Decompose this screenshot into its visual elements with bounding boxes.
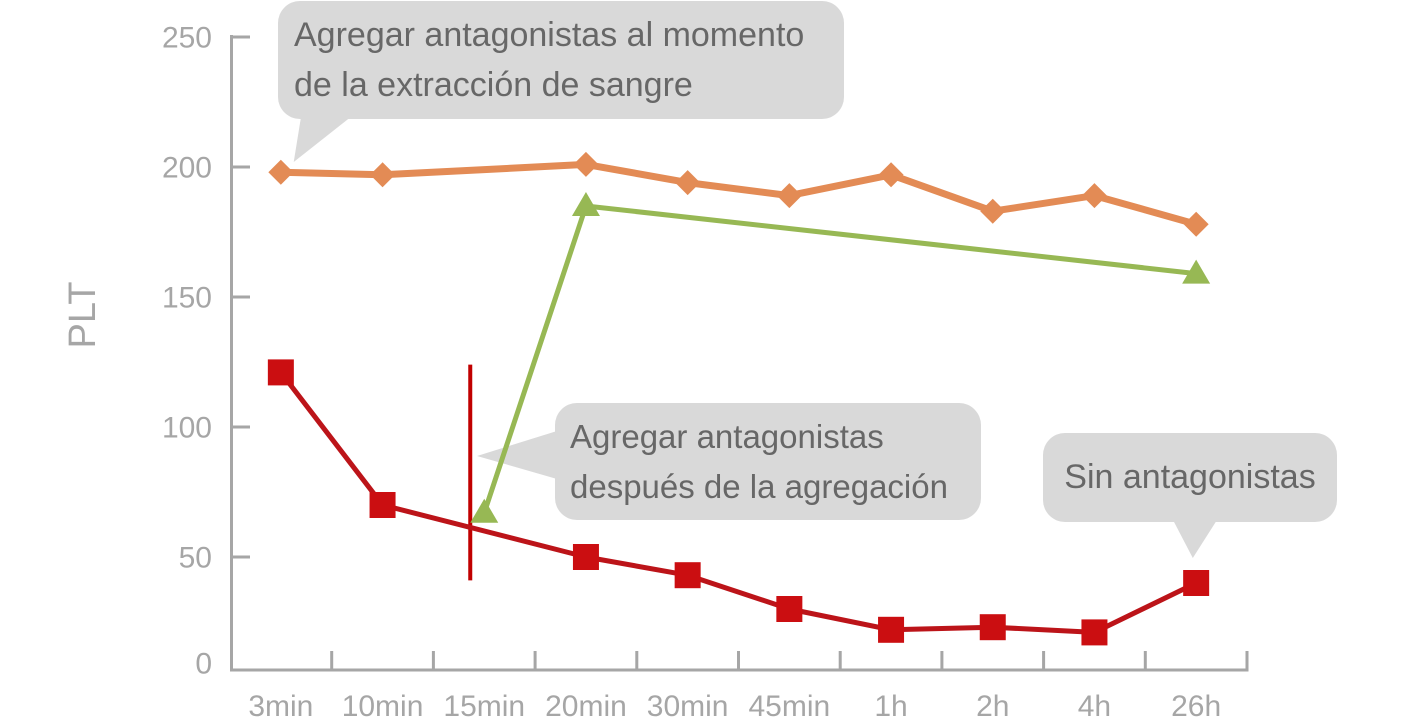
x-tick-label: 2h bbox=[976, 690, 1009, 723]
callout-antagonists-after-aggregation: Agregar antagonistas después de la agreg… bbox=[555, 403, 981, 520]
y-tick-label: 250 bbox=[162, 22, 212, 55]
data-point-square bbox=[979, 614, 1006, 641]
data-point-diamond bbox=[675, 170, 701, 196]
callout-text-line: de la extracción de sangre bbox=[294, 66, 693, 104]
callout-tail-after-aggregation bbox=[477, 431, 557, 479]
y-tick-label: 100 bbox=[162, 412, 212, 445]
data-point-square bbox=[267, 359, 294, 386]
callout-text-line: después de la agregación bbox=[570, 468, 948, 505]
x-tick-label: 30min bbox=[647, 690, 729, 723]
data-point-diamond bbox=[878, 162, 904, 188]
series-line bbox=[277, 160, 1200, 228]
data-point-diamond bbox=[268, 159, 294, 185]
y-axis-title: PLT bbox=[62, 282, 104, 349]
data-point-triangle bbox=[470, 498, 499, 523]
data-point-diamond bbox=[1081, 183, 1107, 209]
x-tick-label: 20min bbox=[545, 690, 627, 723]
x-tick-label: 26h bbox=[1171, 690, 1221, 723]
callout-text-line: Sin antagonistas bbox=[1064, 458, 1316, 496]
callout-no-antagonists: Sin antagonistas bbox=[1043, 433, 1337, 522]
data-point-square bbox=[878, 616, 905, 643]
data-point-diamond bbox=[776, 183, 802, 209]
data-point-diamond bbox=[573, 151, 599, 177]
callout-text-line: Agregar antagonistas bbox=[570, 418, 884, 455]
callout-antagonists-at-extraction: Agregar antagonistas al momento de la ex… bbox=[278, 1, 844, 119]
data-point-square bbox=[1081, 619, 1108, 646]
data-point-diamond bbox=[1183, 211, 1209, 237]
x-tick-label: 45min bbox=[748, 690, 830, 723]
axes bbox=[230, 35, 1249, 672]
data-point-triangle bbox=[1182, 259, 1211, 284]
data-point-square bbox=[1183, 570, 1210, 596]
x-tick-label: 10min bbox=[342, 690, 424, 723]
data-point-diamond bbox=[980, 198, 1006, 224]
y-tick-label: 200 bbox=[162, 152, 212, 185]
callout-tail-no-antagonists bbox=[1173, 520, 1217, 558]
data-point-square bbox=[572, 544, 599, 570]
x-tick-label: 4h bbox=[1078, 690, 1111, 723]
callout-tail-at-extraction bbox=[293, 116, 352, 162]
x-tick-label: 3min bbox=[248, 690, 313, 723]
data-point-diamond bbox=[370, 162, 396, 188]
x-tick-label: 15min bbox=[443, 690, 525, 723]
callout-text-line: Agregar antagonistas al momento bbox=[294, 16, 805, 54]
series-diamond bbox=[268, 151, 1209, 237]
data-point-square bbox=[674, 562, 701, 589]
y-tick-label: 150 bbox=[162, 282, 212, 315]
data-point-square bbox=[776, 596, 803, 622]
data-point-square bbox=[369, 492, 396, 518]
x-tick-label: 1h bbox=[874, 690, 907, 723]
tick-labels: 0 50 100 150 200 250 3min 10min 15min 20min 30min 4… bbox=[62, 22, 1221, 724]
y-tick-label: 0 bbox=[195, 648, 212, 681]
data-point-triangle bbox=[571, 192, 600, 216]
y-tick-label: 50 bbox=[179, 542, 212, 575]
